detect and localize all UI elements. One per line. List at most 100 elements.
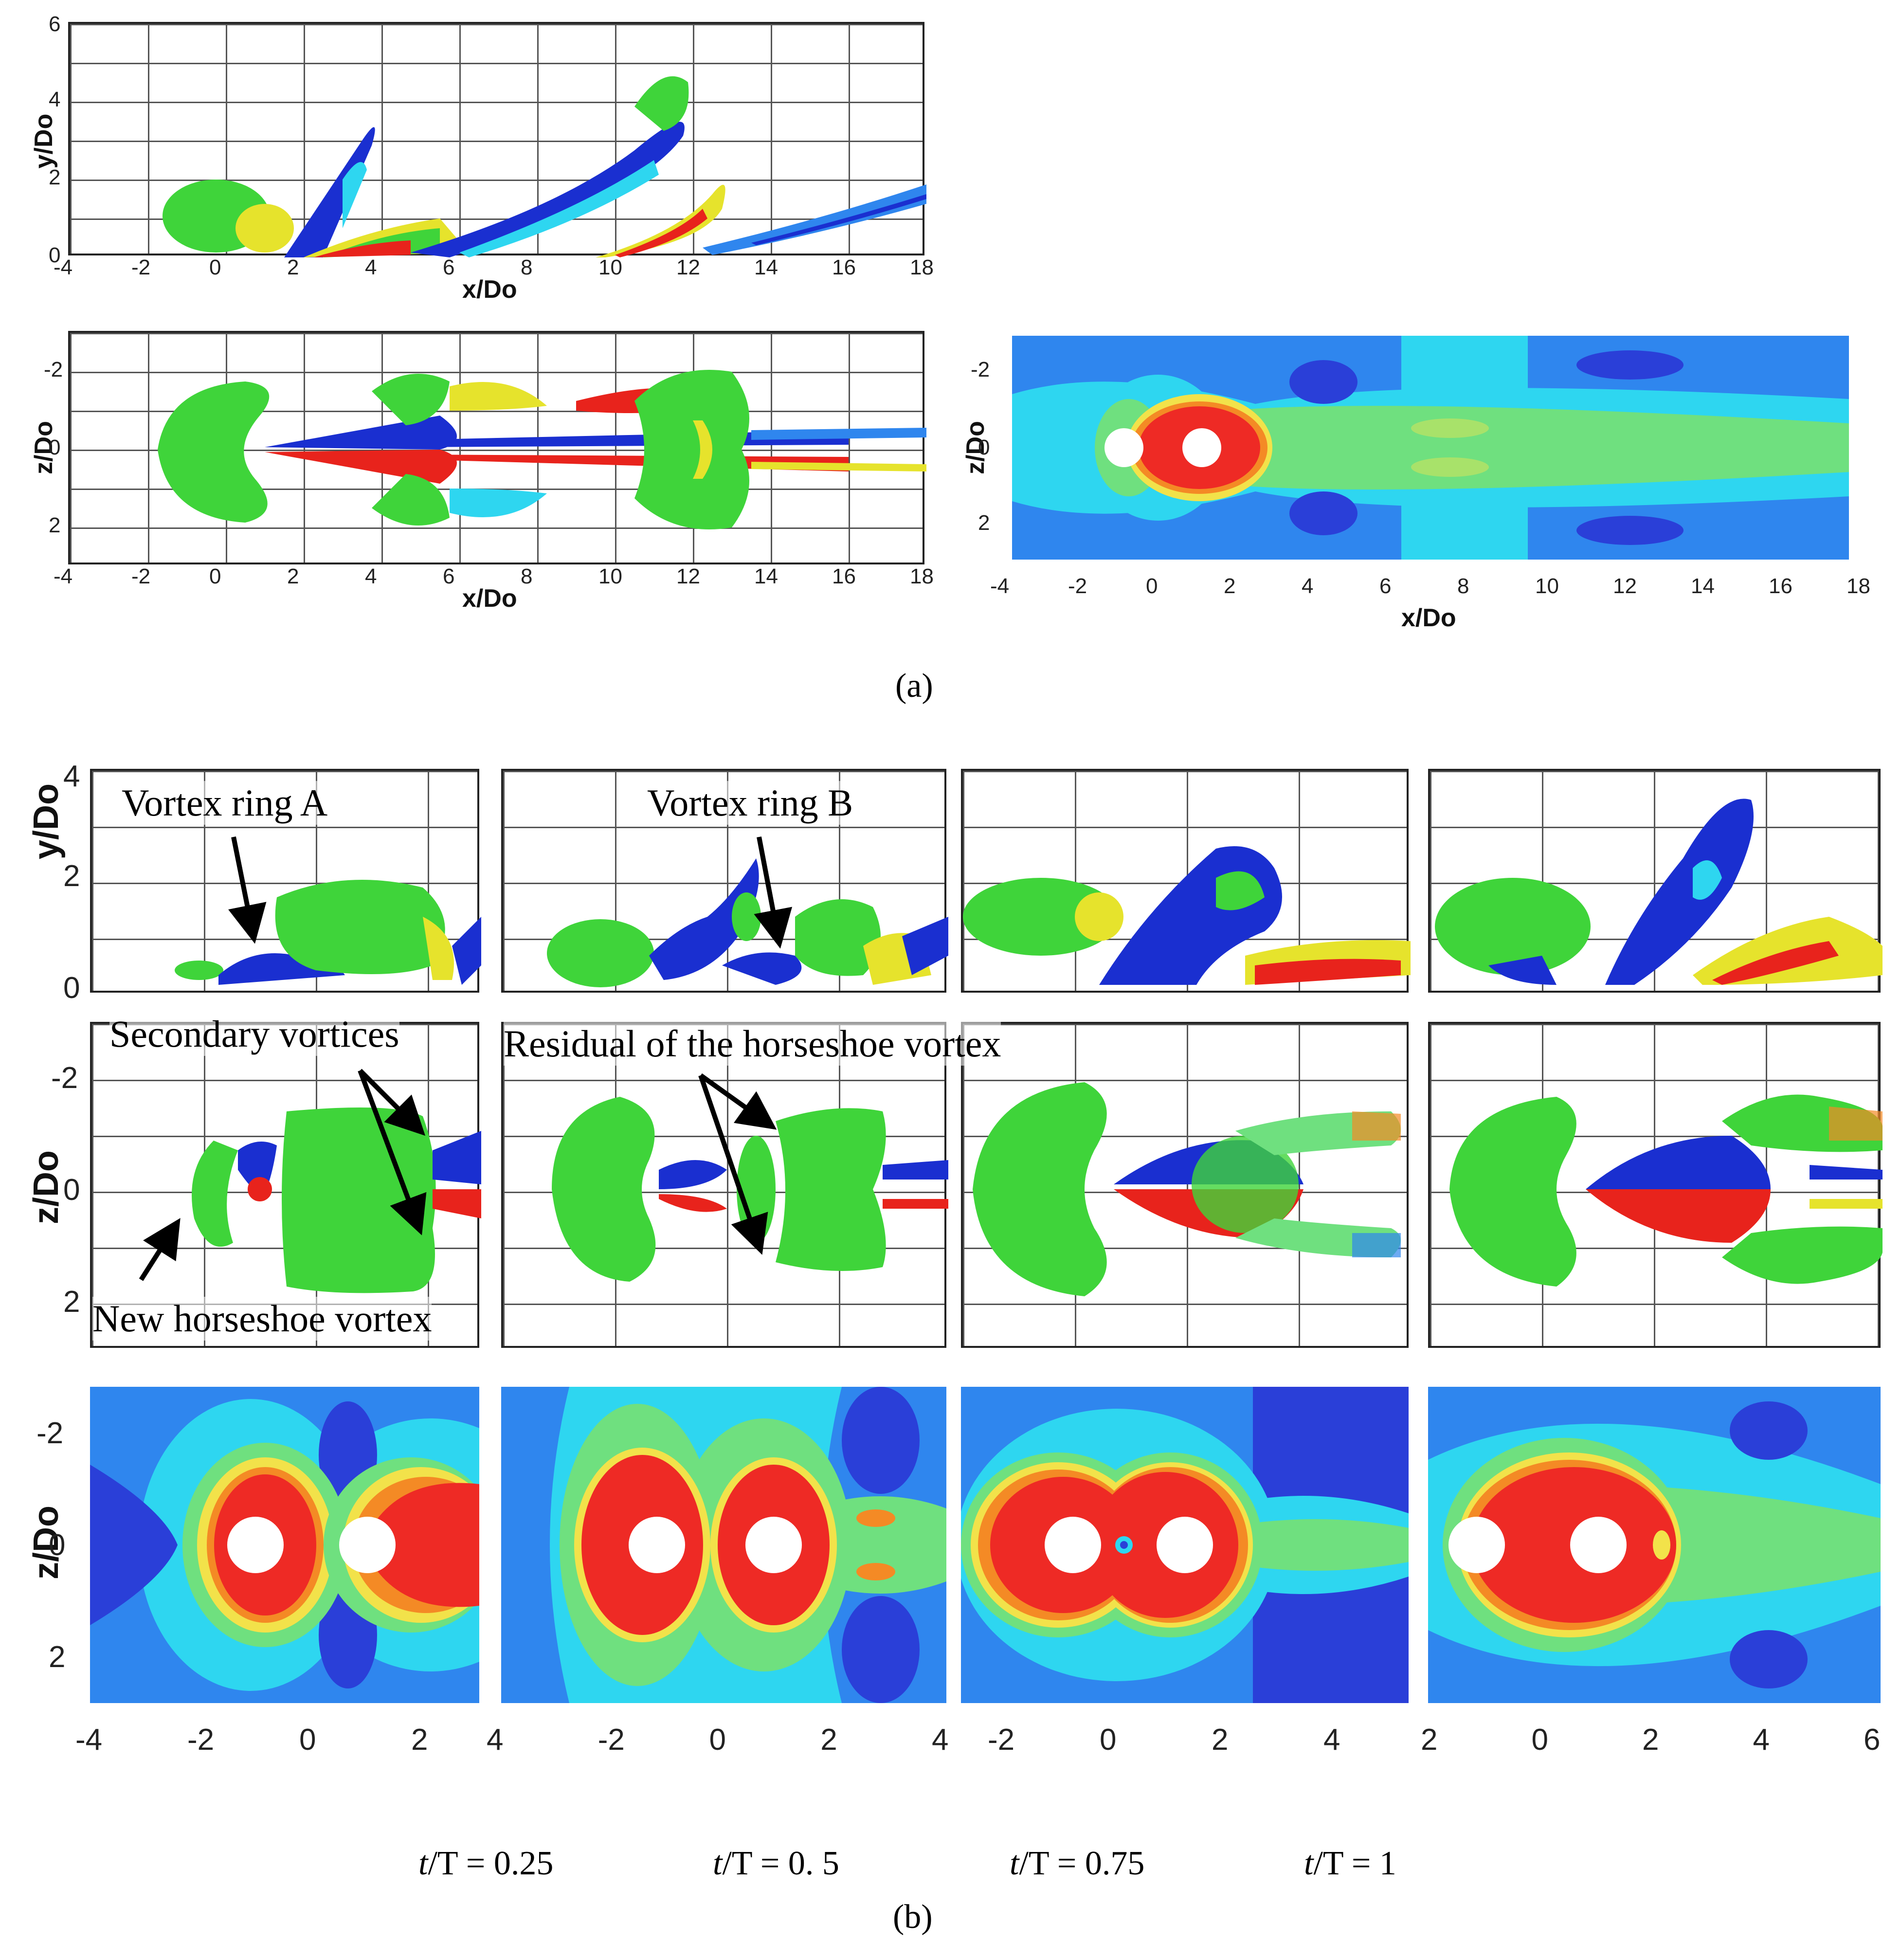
- panel-a-side-ytick: 4: [49, 88, 61, 111]
- x-tick-label: 0: [1531, 1723, 1548, 1757]
- x-tick-label: 8: [521, 564, 533, 588]
- x-tick-label: 0: [709, 1723, 726, 1757]
- x-tick-label: 2: [1212, 1723, 1229, 1757]
- panel-b-top-ytick: 2: [63, 1285, 80, 1319]
- annotation-new-horseshoe: New horseshoe vortex: [92, 1297, 432, 1341]
- x-tick-label: 0: [299, 1723, 316, 1757]
- panel-a-side-ylabel: y/Do: [30, 113, 58, 169]
- panel-b-side-col3-isosurfaces: [963, 846, 1411, 985]
- panel-b-contour-ytick: 0: [49, 1528, 66, 1562]
- panel-a-contour-ytick: 0: [978, 436, 990, 459]
- panel-a-top-ytick: 0: [49, 436, 61, 459]
- panel-a-side-xlabel: x/Do: [462, 275, 517, 304]
- panel-b-contour-col4-field: [1428, 1387, 1881, 1703]
- x-tick-label: 0: [209, 255, 221, 279]
- panel-a-top-ytick: -2: [44, 358, 63, 381]
- x-tick-label: 16: [832, 255, 856, 279]
- panel-a-side-ytick: 0: [49, 243, 61, 267]
- x-tick-label: -4: [54, 255, 73, 279]
- x-tick-label: 10: [598, 564, 622, 588]
- x-tick-label: 8: [521, 255, 533, 279]
- x-tick-label: -4: [54, 564, 73, 588]
- panel-b-side-ytick: 2: [63, 859, 80, 893]
- panel-b-top-col2-isosurfaces: [552, 1097, 948, 1282]
- time-label-2: t/T = 0. 5: [713, 1845, 839, 1882]
- x-tick-label: 2: [1224, 574, 1236, 598]
- x-tick-label: 4: [487, 1723, 504, 1757]
- panel-b-contour-col1-field: [90, 1387, 479, 1703]
- annotation-vortex-ring-b: Vortex ring B: [647, 781, 853, 825]
- x-tick-label: 10: [1535, 574, 1559, 598]
- x-tick-label: 18: [910, 564, 934, 588]
- x-tick-label: -2: [1068, 574, 1087, 598]
- panel-b-side-ytick: 0: [63, 971, 80, 1005]
- panel-b-contour-col1: [90, 1387, 479, 1703]
- panel-b-contour-ytick: -2: [36, 1416, 64, 1450]
- panel-a-side-view: [68, 22, 926, 257]
- x-tick-label: 12: [676, 564, 700, 588]
- x-tick-label: 16: [832, 564, 856, 588]
- x-tick-label: 2: [287, 255, 299, 279]
- panel-b-side-col1: [90, 769, 481, 993]
- panel-b-top-col3: [961, 1022, 1409, 1348]
- panel-b-side-col4-isosurfaces: [1435, 799, 1883, 985]
- x-tick-label: 16: [1769, 574, 1792, 598]
- x-tick-label: 14: [1691, 574, 1715, 598]
- panel-a-contour-ytick: -2: [971, 358, 990, 381]
- x-tick-label: 14: [754, 564, 778, 588]
- panel-a-contour-field: [1012, 336, 1849, 560]
- panel-b-contour-col2-field: [501, 1387, 946, 1703]
- x-tick-label: 2: [411, 1723, 428, 1757]
- panel-a-top-xlabel: x/Do: [462, 584, 517, 613]
- panel-b-top-col4-isosurfaces: [1449, 1094, 1883, 1287]
- panel-b-contour-ytick: 2: [49, 1640, 66, 1674]
- x-tick-label: 18: [1847, 574, 1870, 598]
- x-tick-label: 18: [910, 255, 934, 279]
- panel-b-caption: (b): [893, 1898, 933, 1936]
- panel-b-contour-col3: [961, 1387, 1409, 1703]
- panel-a-side-ytick: 6: [49, 12, 61, 36]
- x-tick-label: -2: [597, 1723, 625, 1757]
- panel-a-contour-ytick: 2: [978, 511, 990, 535]
- panel-b-contour-col2: [501, 1387, 946, 1703]
- panel-a-side-vortex-isosurfaces: [163, 76, 926, 257]
- panel-b-top-col3-isosurfaces: [973, 1082, 1401, 1296]
- panel-b-top-col4: [1428, 1022, 1883, 1348]
- x-tick-label: 12: [1613, 574, 1637, 598]
- panel-a-top-ytick: 2: [49, 513, 61, 537]
- x-tick-label: 0: [209, 564, 221, 588]
- x-tick-label: 2: [287, 564, 299, 588]
- panel-b-side-ylabel: y/Do: [27, 783, 66, 859]
- annotation-secondary-vortices: Secondary vortices: [109, 1012, 399, 1056]
- panel-b-side-col3: [961, 769, 1411, 993]
- x-tick-label: -4: [75, 1723, 103, 1757]
- x-tick-label: 0: [1146, 574, 1158, 598]
- time-label-4: t/T = 1: [1304, 1845, 1396, 1882]
- x-tick-label: 4: [932, 1723, 949, 1757]
- panel-b-side-col4: [1428, 769, 1883, 993]
- x-tick-label: 6: [443, 564, 455, 588]
- x-tick-label: 6: [1379, 574, 1392, 598]
- panel-b-side-col1-isosurfaces: [175, 880, 481, 985]
- time-label-3: t/T = 0.75: [1010, 1845, 1145, 1882]
- x-tick-label: 4: [1302, 574, 1314, 598]
- x-tick-label: 2: [1642, 1723, 1659, 1757]
- panel-b-side-col2-isosurfaces: [547, 858, 948, 987]
- time-label-1: t/T = 0.25: [418, 1845, 554, 1882]
- x-tick-label: 12: [676, 255, 700, 279]
- x-tick-label: -2: [187, 1723, 215, 1757]
- x-tick-label: -2: [131, 564, 151, 588]
- panel-b-contour-col4: [1428, 1387, 1881, 1703]
- x-tick-label: 4: [365, 564, 377, 588]
- panel-a-side-ytick: 2: [49, 165, 61, 189]
- x-tick-label: 2: [820, 1723, 837, 1757]
- panel-b-top-ytick: 0: [63, 1173, 80, 1207]
- panel-b-top-col2: [501, 1022, 948, 1348]
- panel-a-caption: (a): [895, 667, 933, 705]
- annotation-vortex-ring-a: Vortex ring A: [122, 781, 328, 825]
- panel-b-side-ytick: 4: [63, 760, 80, 793]
- x-tick-label: -2: [988, 1723, 1015, 1757]
- panel-a-top-view: [68, 331, 926, 564]
- annotation-residual-horseshoe: Residual of the horseshoe vortex: [504, 1022, 1001, 1066]
- x-tick-label: 0: [1100, 1723, 1117, 1757]
